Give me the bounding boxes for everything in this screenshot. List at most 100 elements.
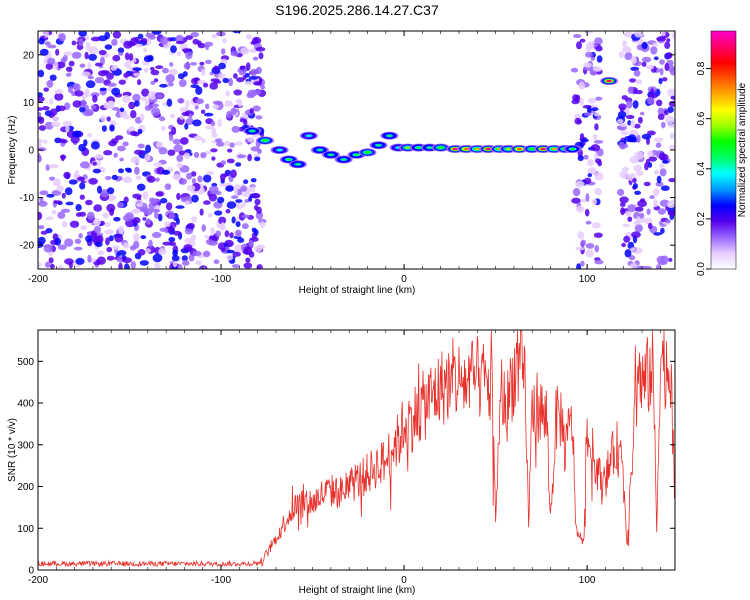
colorbar-ticks: 0.0 0.2 0.4 0.6 0.8 [696, 61, 711, 276]
noise-blob [219, 182, 227, 187]
noise-blob [99, 87, 107, 92]
noise-blob [635, 79, 643, 85]
noise-blob [63, 171, 71, 179]
ridge-point [365, 151, 370, 154]
noise-blob [623, 235, 631, 243]
noise-blob [93, 226, 101, 234]
noise-blob [43, 244, 53, 248]
noise-blob [255, 47, 266, 52]
noise-blob [649, 195, 655, 200]
noise-blob [79, 194, 85, 200]
noise-blob [171, 255, 180, 262]
noise-blob [632, 100, 639, 109]
noise-blob [65, 72, 72, 77]
noise-blob [250, 186, 256, 193]
noise-blob [627, 216, 633, 222]
noise-blob [145, 218, 151, 225]
noise-blob [65, 125, 70, 133]
noise-blob [84, 88, 90, 98]
noise-blob [134, 166, 140, 175]
noise-blob [177, 73, 185, 80]
noise-blob [594, 245, 600, 253]
noise-blob [210, 120, 216, 127]
noise-blob [38, 225, 45, 230]
noise-blob [572, 94, 579, 102]
noise-blob [630, 56, 638, 64]
noise-blob [250, 68, 258, 76]
noise-blob [223, 140, 231, 147]
noise-blob [251, 192, 261, 199]
noise-blob [236, 77, 245, 83]
ridge-point [376, 144, 381, 147]
noise-blob [194, 105, 199, 110]
noise-blob [168, 213, 176, 220]
noise-blob [38, 153, 42, 162]
noise-blob [204, 150, 212, 155]
y-tick-label: 100 [17, 524, 34, 535]
noise-blob [631, 231, 641, 238]
noise-blob [177, 98, 185, 104]
noise-blob [112, 107, 120, 111]
noise-blob [122, 114, 131, 120]
noise-blob [190, 84, 199, 89]
y-tick-label: 200 [17, 482, 34, 493]
noise-blob [661, 31, 666, 37]
noise-blob [668, 257, 673, 262]
noise-blob [192, 119, 202, 127]
noise-blob [88, 53, 97, 61]
noise-blob [237, 154, 247, 159]
noise-blob [54, 92, 64, 101]
noise-blob [53, 200, 62, 205]
snr-xlabel: Height of straight line (km) [299, 585, 416, 596]
noise-blob [172, 230, 181, 236]
noise-blob [108, 100, 115, 108]
colorbar-bar [711, 31, 736, 269]
noise-blob [170, 37, 178, 42]
noise-blob [135, 175, 142, 180]
snr-series [38, 330, 675, 568]
noise-blob [214, 210, 223, 216]
noise-blob [634, 123, 641, 129]
noise-blob [94, 62, 103, 67]
noise-blob [251, 89, 262, 96]
colorbar-tick-label: 0.2 [696, 212, 707, 226]
noise-blob [226, 110, 232, 119]
noise-blob [177, 264, 183, 269]
noise-blob [572, 188, 581, 197]
noise-blob [629, 262, 638, 269]
noise-blob [254, 156, 261, 162]
noise-blob [587, 106, 592, 114]
noise-blob [56, 185, 64, 192]
noise-blob [100, 115, 107, 122]
noise-blob [178, 178, 188, 185]
noise-blob [161, 169, 170, 175]
noise-blob [118, 168, 124, 174]
noise-blob [61, 220, 68, 228]
colorbar-tick-label: 0.8 [696, 61, 707, 75]
noise-blob [583, 62, 592, 68]
noise-blob [105, 176, 112, 180]
noise-blob [671, 31, 675, 40]
noise-blob [188, 113, 193, 119]
noise-blob [218, 62, 227, 70]
noise-blob [38, 111, 42, 118]
noise-blob [168, 236, 176, 243]
noise-blob [87, 133, 92, 138]
snr-background [38, 330, 675, 570]
noise-blob [106, 72, 114, 80]
noise-blob [172, 249, 178, 257]
noise-blob [176, 163, 184, 168]
noise-blob [140, 38, 148, 43]
noise-blob [253, 81, 262, 86]
noise-blob [192, 250, 202, 257]
noise-blob [107, 82, 117, 87]
noise-blob [173, 144, 183, 153]
noise-blob [38, 200, 48, 207]
noise-blob [168, 82, 174, 87]
noise-blob [65, 201, 74, 206]
noise-blob [112, 245, 120, 250]
ridge-point [570, 148, 575, 150]
noise-blob [63, 51, 73, 56]
noise-blob [150, 69, 160, 76]
